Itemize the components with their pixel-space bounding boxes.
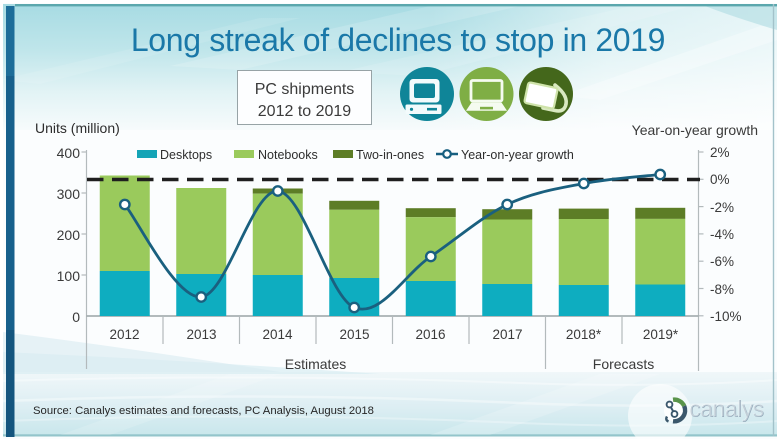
svg-text:canalys: canalys bbox=[690, 396, 764, 422]
svg-text:canalys: canalys bbox=[689, 395, 763, 421]
